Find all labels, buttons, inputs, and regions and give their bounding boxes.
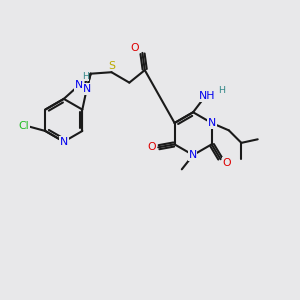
Text: N: N [60, 137, 68, 147]
Text: N: N [208, 118, 216, 128]
Text: O: O [131, 43, 139, 52]
Text: Cl: Cl [18, 121, 29, 131]
Text: N: N [188, 150, 196, 160]
Text: H: H [82, 71, 89, 80]
Text: N: N [82, 84, 91, 94]
Text: S: S [108, 61, 115, 71]
Text: NH: NH [199, 91, 216, 101]
Text: O: O [147, 142, 156, 152]
Text: H: H [218, 86, 225, 95]
Text: N: N [75, 80, 83, 90]
Text: O: O [223, 158, 231, 168]
